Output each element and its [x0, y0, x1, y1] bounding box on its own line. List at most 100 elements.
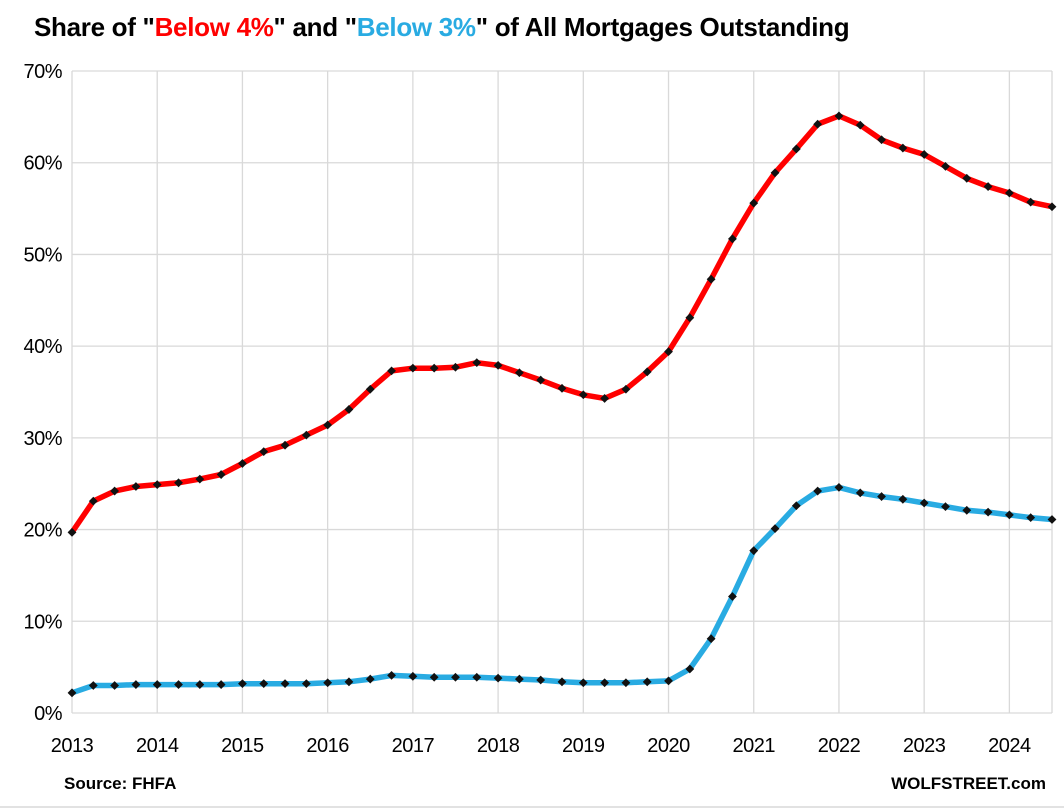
- data-point-marker: [728, 234, 737, 244]
- y-tick-label: 0%: [34, 703, 63, 725]
- data-point-marker: [88, 681, 98, 690]
- data-point-marker: [67, 688, 77, 698]
- data-point-marker: [728, 592, 737, 601]
- data-point-marker: [365, 384, 375, 394]
- data-point-marker: [344, 677, 354, 687]
- data-point-marker: [621, 678, 631, 688]
- data-point-marker: [238, 459, 247, 468]
- x-tick-label: 2015: [221, 735, 264, 757]
- data-point-marker: [280, 679, 290, 689]
- data-point-marker: [238, 679, 247, 689]
- data-point-marker: [919, 150, 929, 159]
- data-point-marker: [749, 546, 759, 556]
- data-point-marker: [1047, 515, 1057, 524]
- data-point-marker: [493, 361, 503, 370]
- data-point-marker: [429, 363, 439, 373]
- data-point-marker: [642, 367, 652, 377]
- data-point-marker: [174, 680, 183, 689]
- data-point-marker: [1026, 197, 1036, 207]
- x-tick-label: 2016: [306, 735, 349, 757]
- data-point-marker: [216, 470, 226, 479]
- data-point-marker: [962, 505, 972, 515]
- data-point-marker: [600, 394, 610, 403]
- data-point-marker: [429, 672, 439, 682]
- data-point-marker: [152, 480, 162, 490]
- data-point-marker: [685, 313, 695, 323]
- data-point-marker: [408, 671, 418, 681]
- source-note: Source: FHFA: [64, 774, 177, 793]
- data-point-marker: [451, 362, 460, 372]
- data-point-marker: [408, 363, 418, 373]
- data-point-marker: [813, 119, 823, 129]
- data-point-marker: [493, 673, 503, 683]
- data-point-marker: [67, 527, 77, 537]
- data-point-marker: [642, 677, 652, 687]
- title-part: Share of ": [34, 12, 155, 42]
- data-point-marker: [323, 678, 333, 688]
- title-part: Below 4%: [154, 12, 274, 42]
- data-point-marker: [706, 634, 716, 644]
- data-point-marker: [259, 447, 269, 457]
- data-point-marker: [174, 478, 183, 488]
- title-part: " of All Mortgages Outstanding: [475, 12, 850, 42]
- data-point-marker: [621, 384, 631, 394]
- data-point-marker: [557, 383, 567, 393]
- series-line-below-3-: [69, 484, 1055, 696]
- data-point-marker: [1026, 513, 1036, 523]
- data-point-marker: [813, 486, 823, 496]
- data-point-marker: [578, 390, 588, 400]
- data-point-marker: [749, 198, 759, 208]
- data-point-marker: [301, 430, 311, 440]
- data-point-marker: [195, 474, 205, 484]
- series-line-below-4-: [69, 113, 1055, 536]
- data-point-marker: [1004, 510, 1014, 520]
- data-point-marker: [983, 182, 993, 191]
- data-point-marker: [941, 161, 950, 171]
- data-point-marker: [791, 501, 801, 511]
- x-tick-label: 2022: [818, 735, 861, 757]
- data-point-marker: [536, 675, 546, 685]
- data-point-marker: [834, 482, 844, 492]
- data-point-marker: [301, 679, 311, 689]
- title-part: " and ": [273, 12, 358, 42]
- bottom-divider: [0, 806, 1064, 808]
- data-point-marker: [514, 368, 524, 378]
- data-point-marker: [131, 680, 141, 689]
- x-tick-label: 2023: [903, 735, 946, 757]
- data-point-marker: [557, 677, 567, 687]
- x-tick-label: 2014: [136, 735, 179, 757]
- chart-title: Share of "Below 4%" and "Below 3%" of Al…: [34, 12, 850, 43]
- y-tick-label: 70%: [23, 61, 62, 83]
- y-tick-label: 50%: [23, 244, 62, 266]
- data-point-marker: [110, 681, 120, 690]
- x-tick-label: 2021: [732, 735, 775, 757]
- data-point-marker: [855, 488, 865, 498]
- data-point-marker: [216, 680, 226, 689]
- data-point-marker: [323, 420, 333, 430]
- data-point-marker: [600, 678, 610, 688]
- x-tick-label: 2024: [988, 735, 1031, 757]
- data-point-marker: [110, 486, 120, 496]
- data-point-marker: [791, 144, 801, 154]
- data-point-marker: [877, 135, 886, 145]
- x-tick-label: 2017: [392, 735, 435, 757]
- data-point-marker: [152, 680, 162, 689]
- x-tick-label: 2018: [477, 735, 520, 757]
- data-point-marker: [472, 358, 482, 368]
- data-point-marker: [941, 502, 950, 512]
- data-point-marker: [1004, 188, 1014, 198]
- data-point-marker: [344, 405, 354, 414]
- data-point-marker: [898, 494, 908, 504]
- data-point-marker: [919, 498, 929, 508]
- data-point-marker: [664, 347, 673, 357]
- data-point-marker: [514, 674, 524, 684]
- data-point-marker: [962, 173, 972, 183]
- data-point-marker: [387, 366, 396, 376]
- data-point-marker: [877, 492, 886, 501]
- data-point-marker: [898, 143, 908, 153]
- data-point-marker: [770, 524, 780, 534]
- data-point-marker: [770, 168, 780, 178]
- y-tick-label: 10%: [23, 611, 62, 633]
- data-point-marker: [855, 120, 865, 130]
